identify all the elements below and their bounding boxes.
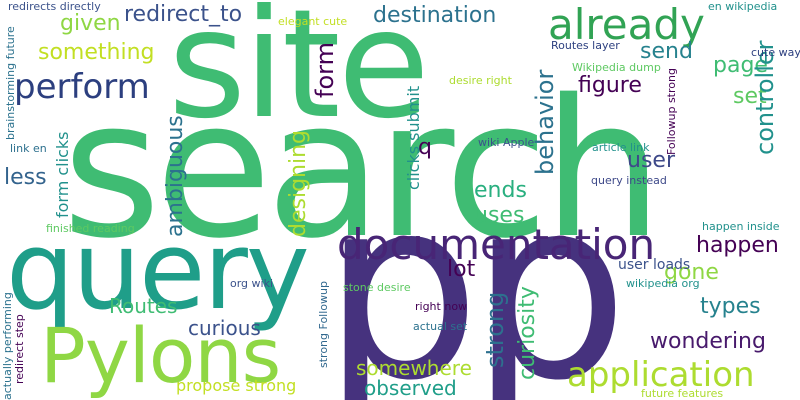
word-right-now: right now — [415, 300, 468, 313]
word-types: types — [700, 294, 761, 319]
word-designing: designing — [286, 129, 311, 237]
word-strong-followup: strong Followup — [317, 281, 330, 368]
word-application: application — [567, 355, 755, 395]
word-brainstorming-future: brainstorming future — [4, 26, 17, 140]
word-redirect-step: redirect step — [13, 314, 26, 384]
word-routes-layer: Routes layer — [551, 39, 620, 52]
word-routes: Routes — [109, 294, 178, 318]
word-form-clicks: form clicks — [53, 131, 72, 218]
word-query: query — [6, 209, 310, 334]
word-user: user — [627, 148, 675, 173]
word-query-instead: query instead — [591, 174, 667, 187]
word-link-en: link en — [10, 142, 47, 155]
word-clicks-submit: clicks submit — [404, 85, 423, 190]
word-actually-performing: actually performing — [1, 292, 14, 400]
word-p-1: p — [322, 144, 481, 400]
word-perform: perform — [14, 67, 150, 107]
word-actual-set: actual set — [413, 320, 468, 333]
word-future-features: future features — [641, 387, 724, 400]
word-already: already — [548, 0, 705, 49]
word-ambiguous: ambiguous — [163, 115, 188, 237]
word-form: send — [640, 39, 693, 64]
word-redirect-to: redirect_to — [124, 2, 243, 27]
word-strong: strong — [481, 291, 509, 368]
word-wiki-apple: wiki Apple — [478, 136, 535, 149]
word-happen: happen — [696, 233, 779, 258]
word-followup-strong: Followup strong — [665, 68, 678, 155]
word-given: given — [60, 11, 121, 36]
word-search: search — [62, 59, 663, 280]
word-set: set — [733, 84, 767, 109]
word-pylons: Pylons — [40, 311, 281, 400]
word-p-2: p — [470, 144, 629, 400]
word-lot: lot — [447, 257, 476, 282]
word-site: site — [168, 0, 430, 152]
word-somewhere: somewhere — [356, 356, 472, 380]
word-redirects-directly: redirects directly — [8, 0, 101, 13]
word-uses: uses — [474, 203, 525, 228]
word-figure: figure — [578, 73, 642, 98]
word-send: form — [311, 42, 339, 98]
word-org-wiki: org wiki — [230, 277, 274, 290]
word-propose-strong: propose strong — [176, 376, 297, 395]
word-elegant-cute: elegant cute — [278, 15, 348, 28]
word-ends: ends — [474, 178, 527, 203]
word-something: something — [38, 40, 155, 65]
word-happen-inside: happen inside — [702, 220, 780, 233]
word-q: q — [418, 135, 432, 160]
word-curious: curious — [188, 316, 261, 340]
word-wikipedia-org: wikipedia org — [626, 277, 700, 290]
word-user-loads: user loads — [618, 257, 691, 273]
word-finished-reading: finished reading — [46, 222, 135, 235]
word-desire-right: desire right — [449, 74, 512, 87]
word-less: less — [4, 165, 47, 190]
word-curiosity: curiosity — [515, 286, 540, 380]
word-documentation: documentation — [337, 220, 656, 269]
word-article-link: article link — [592, 141, 650, 154]
word-behavior: behavior — [531, 69, 559, 175]
word-cute-way: cute way — [751, 46, 800, 59]
word-stone-desire: stone desire — [343, 281, 411, 294]
word-wikipedia-dump: Wikipedia dump — [572, 61, 661, 74]
word-gone: gone — [664, 260, 719, 285]
word-page: page — [713, 53, 768, 78]
word-wondering: wondering — [650, 329, 766, 354]
word-observed: observed — [364, 376, 457, 400]
word-en-wikipedia: en wikipedia — [708, 0, 778, 13]
word-destination: destination — [373, 3, 497, 28]
